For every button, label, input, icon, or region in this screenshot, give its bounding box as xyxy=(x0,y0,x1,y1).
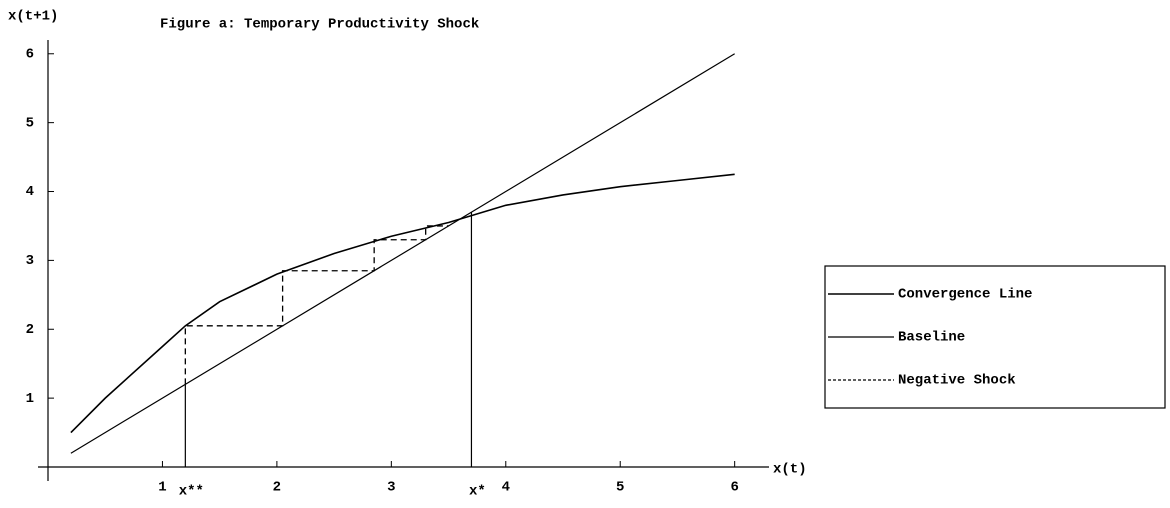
y-tick-label: 1 xyxy=(26,391,34,407)
x-tick-label: 6 xyxy=(730,480,738,496)
annotation-label: x** xyxy=(179,484,204,500)
y-tick-label: 3 xyxy=(26,253,34,269)
x-tick-label: 1 xyxy=(158,480,166,496)
series-line xyxy=(70,53,735,454)
x-tick-label: 3 xyxy=(387,480,395,496)
x-axis-label: x(t) xyxy=(773,462,807,478)
y-tick-label: 6 xyxy=(26,46,34,62)
legend-label: Convergence Line xyxy=(898,287,1032,303)
x-tick-label: 2 xyxy=(273,480,281,496)
series-line xyxy=(70,173,735,434)
x-tick-label: 5 xyxy=(616,480,624,496)
y-axis-label: x(t+1) xyxy=(8,9,58,25)
legend-label: Negative Shock xyxy=(898,373,1016,389)
series-line xyxy=(184,225,449,385)
x-tick-label: 4 xyxy=(502,480,510,496)
chart-title: Figure a: Temporary Productivity Shock xyxy=(160,17,479,33)
y-tick-label: 2 xyxy=(26,322,34,338)
y-tick-label: 5 xyxy=(26,115,34,131)
legend-label: Baseline xyxy=(898,330,965,346)
y-tick-label: 4 xyxy=(26,184,34,200)
annotation-label: x* xyxy=(469,484,486,500)
